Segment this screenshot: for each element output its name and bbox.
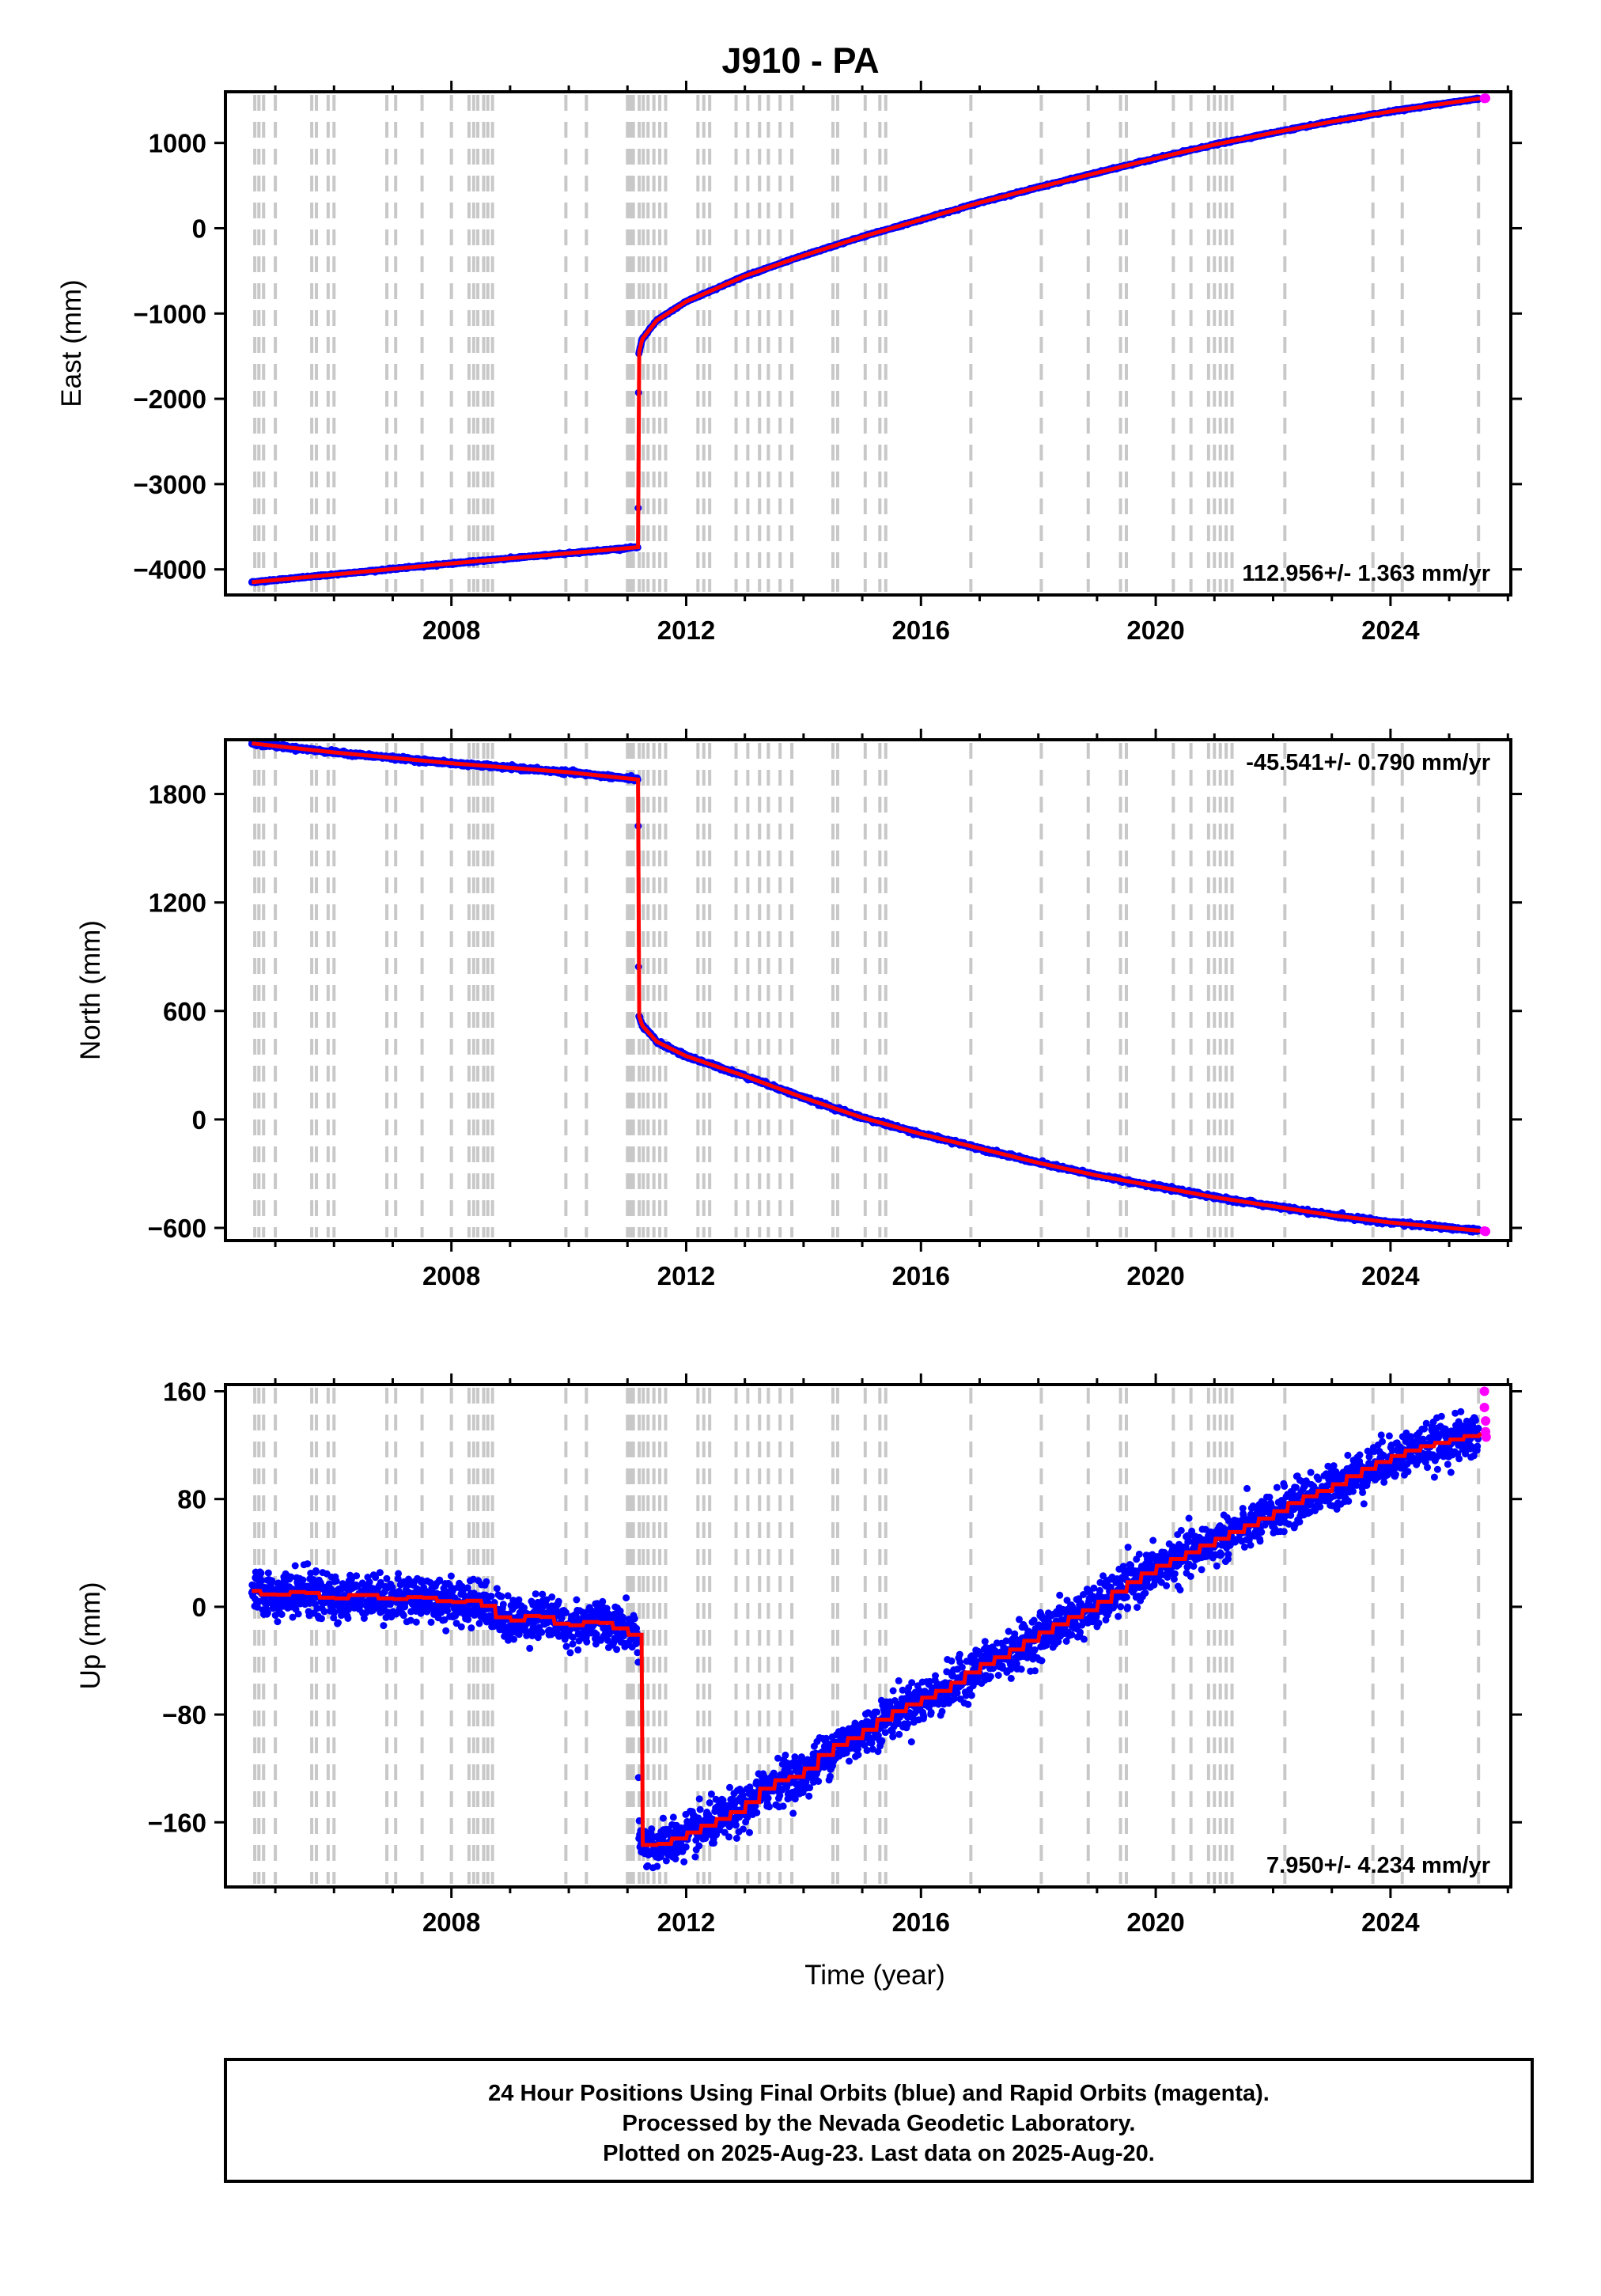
- y-axis-title: East (mm): [56, 279, 87, 407]
- x-tick-label: 2012: [657, 616, 715, 645]
- figure-title: J910 - PA: [721, 40, 879, 81]
- y-tick-label: −1000: [133, 299, 206, 328]
- rapid-orbit-point: [1481, 93, 1491, 104]
- y-tick-label: −4000: [133, 555, 206, 585]
- y-tick-label: 1000: [149, 129, 206, 158]
- y-tick-label: −3000: [133, 470, 206, 499]
- x-tick-label: 2008: [422, 616, 480, 645]
- x-tick-label: 2024: [1361, 616, 1420, 645]
- rate-label: 112.956+/- 1.363 mm/yr: [1242, 561, 1490, 586]
- y-tick-label: 0: [192, 214, 206, 243]
- model-line: [252, 97, 1485, 585]
- plot-frame: [224, 90, 1512, 597]
- east-panel: 2008 2012 2016 2020 2024 −4000 −3000 −2000 −1000…: [56, 81, 1522, 645]
- x-tick-label: 2016: [892, 616, 950, 645]
- y-tick-label: −2000: [133, 385, 206, 414]
- north-panel: 2008 2012 2016 2020 2024−600060012001800Nort…: [75, 729, 1522, 1290]
- x-tick-label: 2020: [1126, 616, 1184, 645]
